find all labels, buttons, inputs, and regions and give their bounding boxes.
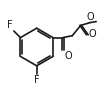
- Text: O: O: [86, 12, 94, 22]
- Text: F: F: [34, 75, 40, 85]
- Text: F: F: [7, 20, 13, 30]
- Text: O: O: [65, 51, 73, 61]
- Text: O: O: [89, 29, 97, 39]
